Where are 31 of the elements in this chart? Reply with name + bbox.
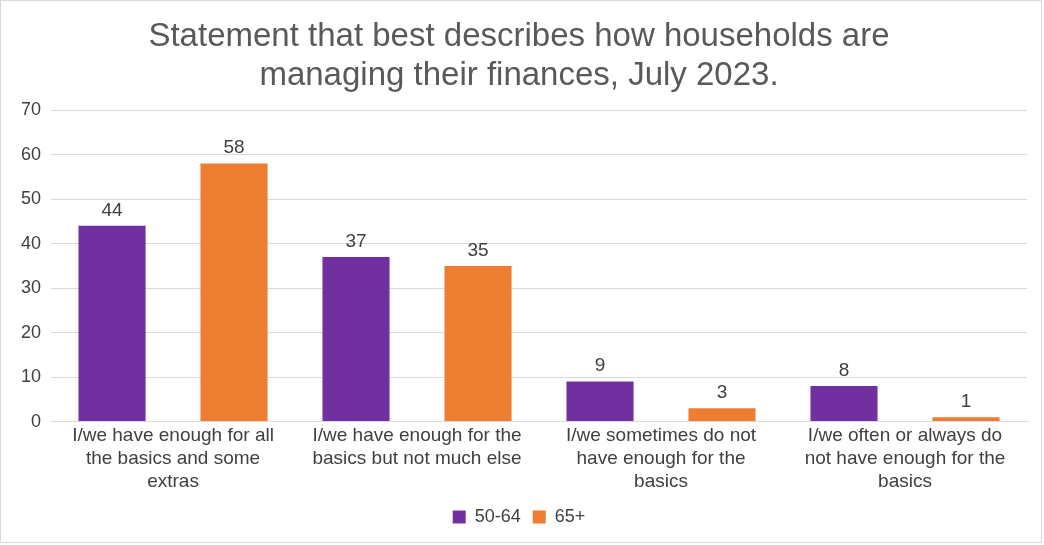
y-tick-label: 60: [20, 143, 42, 164]
data-label: 35: [467, 238, 489, 260]
y-tick-label: 0: [31, 410, 42, 431]
x-tick-label: I/we have enough for all the basics and some extras: [72, 424, 274, 491]
data-label: 9: [594, 354, 606, 376]
bar: [444, 265, 512, 422]
legend-label: 50-64: [474, 505, 521, 526]
bar: [932, 417, 1000, 422]
chart-title: Statement that best describes how households are managing their finances, July 2023.: [148, 15, 890, 93]
data-label: 58: [223, 136, 245, 158]
x-tick-label: I/we sometimes do not have enough for the basics: [565, 424, 757, 491]
bar: [322, 257, 390, 422]
bar: [78, 225, 146, 422]
y-tick-label: 20: [20, 321, 42, 342]
bar: [688, 408, 756, 422]
y-tick-label: 10: [20, 366, 42, 387]
x-tick-label: I/we often or always do not have enough for the basics: [804, 424, 1006, 491]
y-tick-label: 70: [20, 99, 42, 120]
y-tick-label: 50: [20, 188, 42, 209]
y-tick-label: 40: [20, 232, 42, 253]
data-label: 37: [345, 229, 367, 251]
bar: [810, 386, 878, 422]
data-label: 1: [960, 389, 972, 411]
bar: [200, 163, 268, 422]
data-label: 44: [101, 198, 124, 220]
bar: [566, 381, 634, 422]
data-label: 3: [716, 380, 728, 402]
y-tick-label: 30: [20, 277, 42, 298]
x-tick-label: I/we have enough for the basics but not much else: [312, 424, 522, 469]
legend-label: 65+: [554, 505, 586, 526]
data-label: 8: [838, 358, 850, 380]
